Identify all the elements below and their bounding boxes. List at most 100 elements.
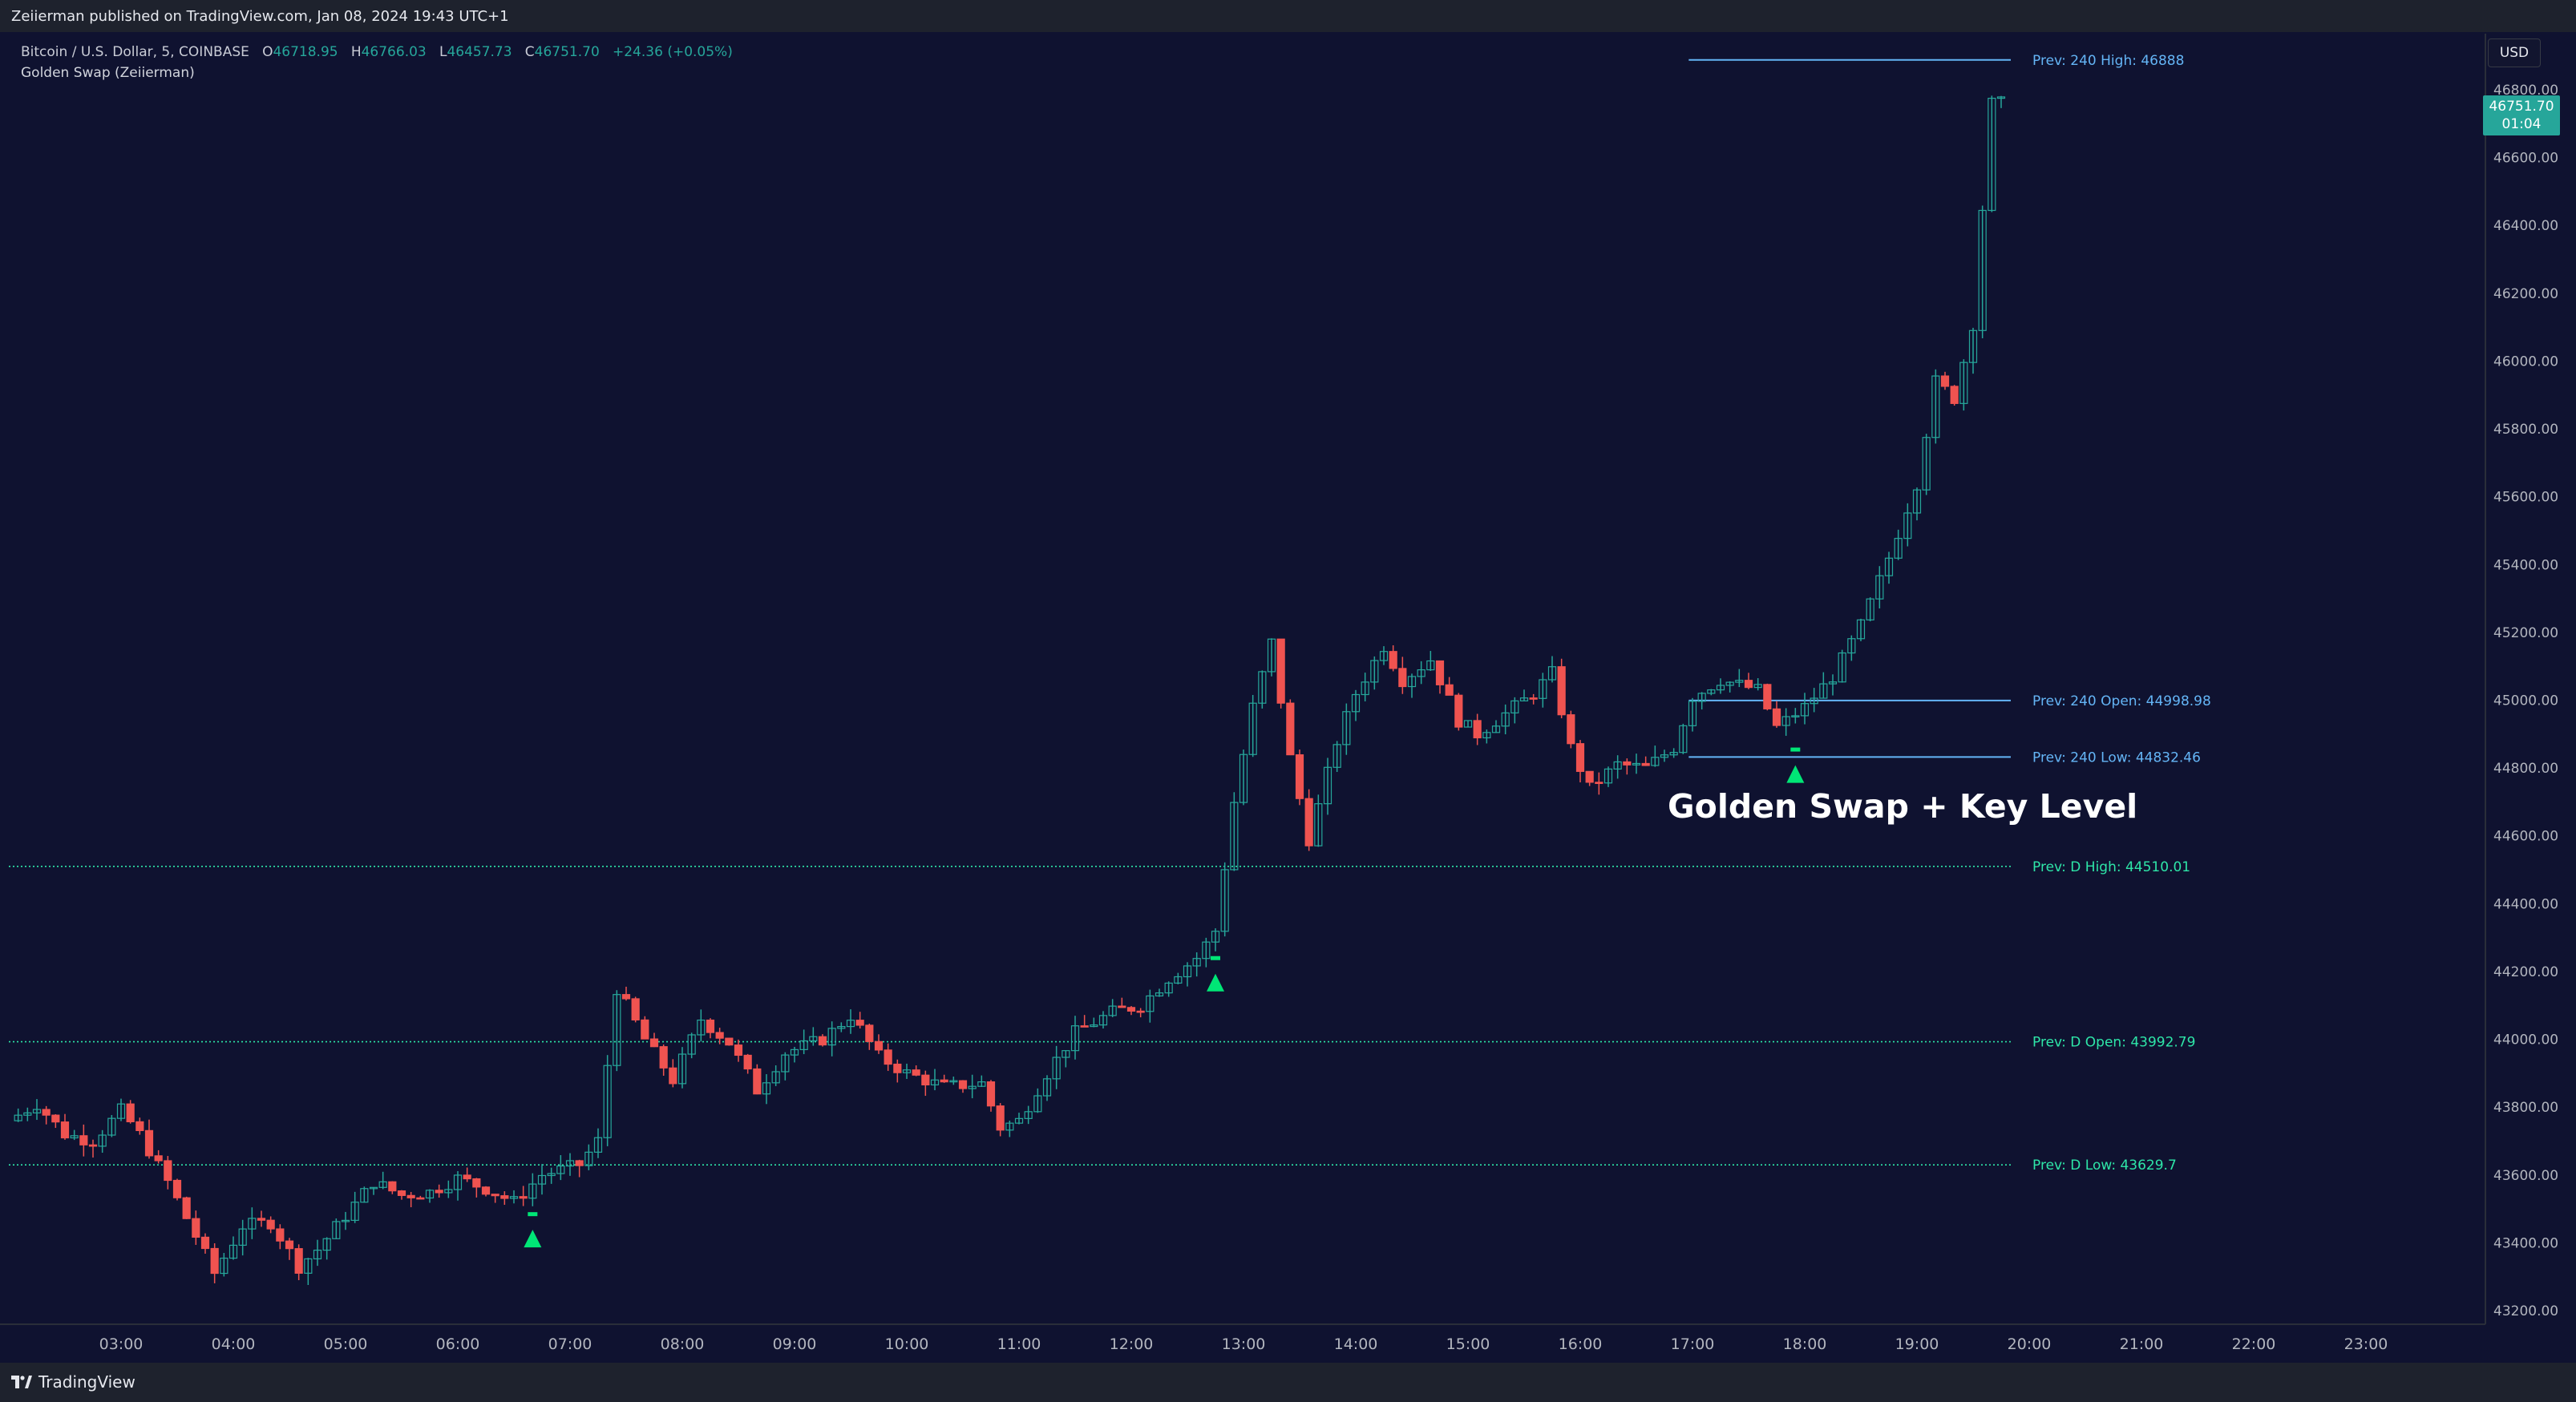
candle-body: [1931, 375, 1940, 438]
candle-body: [1669, 752, 1678, 756]
candle-body: [1033, 1095, 1042, 1113]
close-value: 46751.70: [534, 44, 600, 60]
candle-body: [1903, 512, 1912, 539]
key-level-label: Prev: D High: 44510.01: [2032, 859, 2190, 875]
candle-body: [1810, 697, 1818, 705]
price-tick-label: 46400.00: [2493, 218, 2558, 234]
candle-body: [369, 1186, 378, 1190]
candle-body: [481, 1186, 491, 1195]
candle-body: [1174, 976, 1183, 984]
price-axis[interactable]: 46800.00 46600.00 46400.00 46200.00 46000.00…: [2485, 34, 2558, 1324]
candle-body: [1613, 761, 1622, 770]
candle-body: [360, 1188, 369, 1203]
candle-body: [248, 1218, 257, 1230]
price-tick-label: 45400.00: [2493, 557, 2558, 573]
candle-body: [1753, 684, 1762, 689]
candle-body: [949, 1080, 958, 1083]
price-tick-label: 44000.00: [2493, 1032, 2558, 1048]
low-value: 46457.73: [447, 44, 512, 60]
signal-up-arrow: [1786, 765, 1805, 783]
candle-body: [472, 1178, 481, 1188]
chart-annotation: Golden Swap + Key Level: [1668, 787, 2138, 826]
time-tick-label: 10:00: [885, 1335, 929, 1353]
candle-body: [60, 1121, 70, 1139]
candle-body: [837, 1026, 846, 1029]
candle-body: [1539, 679, 1547, 699]
candle-body: [1118, 1005, 1126, 1008]
candle-body: [1258, 671, 1267, 704]
candle-body: [593, 1137, 603, 1153]
time-axis[interactable]: 03:00 04:00 05:00 06:00 07:00 08:00 09:00 10:00…: [0, 1323, 2485, 1353]
candle-body: [1950, 386, 1959, 404]
price-tick-label: 45600.00: [2493, 490, 2558, 506]
candle-body: [902, 1069, 912, 1073]
candle-body: [1603, 768, 1613, 784]
candle-body: [164, 1160, 172, 1182]
candle-body: [1454, 694, 1463, 728]
candle-body: [977, 1081, 986, 1087]
candle-body: [1276, 638, 1285, 704]
candle-body: [1314, 803, 1323, 846]
high-value: 46766.03: [361, 44, 427, 60]
candle-body: [1866, 598, 1874, 620]
signal-marker: [528, 1212, 538, 1217]
candle-body: [1856, 619, 1866, 640]
candle-body: [313, 1249, 322, 1260]
candle-body: [332, 1221, 341, 1239]
candle-body: [1295, 754, 1304, 799]
candle-body: [1267, 638, 1276, 673]
candle-body: [1567, 714, 1575, 745]
candle-body: [350, 1202, 359, 1221]
candle-body: [444, 1189, 453, 1194]
candle-body: [388, 1181, 397, 1192]
candle-body: [1211, 931, 1220, 943]
time-tick-label: 12:00: [1110, 1335, 1154, 1353]
candle-body: [1529, 697, 1538, 700]
tradingview-brand: TradingView: [38, 1372, 135, 1392]
candle-body: [1080, 1025, 1089, 1028]
candle-body: [1361, 681, 1369, 696]
candle-body: [921, 1074, 930, 1085]
tradingview-logo[interactable]: TradingView: [11, 1372, 135, 1392]
candle-body: [958, 1080, 968, 1089]
candle-body: [603, 1065, 612, 1138]
time-tick-label: 14:00: [1334, 1335, 1378, 1353]
candle-body: [425, 1190, 435, 1199]
candle-body: [565, 1160, 575, 1167]
candle-body: [537, 1174, 547, 1185]
candle-body: [1735, 680, 1744, 683]
price-tick-label: 45000.00: [2493, 693, 2558, 709]
time-tick-label: 13:00: [1222, 1335, 1266, 1353]
currency-button[interactable]: USD: [2488, 38, 2541, 67]
price-tick-label: 44800.00: [2493, 761, 2558, 777]
candle-body: [1062, 1050, 1070, 1058]
key-levels: Prev: 240 High: 46888 Prev: 240 Open: 449…: [9, 53, 2211, 1174]
candle-body: [397, 1190, 406, 1196]
candle-body: [1230, 802, 1239, 871]
signal-marker: [1790, 747, 1801, 752]
candles: [14, 95, 2006, 1286]
candle-body: [42, 1109, 51, 1116]
candle-body: [14, 1114, 22, 1121]
time-tick-label: 15:00: [1446, 1335, 1490, 1353]
key-level-label: Prev: 240 High: 46888: [2032, 53, 2184, 69]
candle-body: [32, 1109, 42, 1113]
candle-body: [1641, 762, 1650, 766]
candle-body: [1164, 982, 1173, 994]
candle-body: [463, 1174, 471, 1180]
signal-up-arrow: [524, 1230, 542, 1248]
chart-legend: Bitcoin / U.S. Dollar, 5, COINBASE O4671…: [21, 42, 733, 83]
candle-body: [1978, 209, 1987, 331]
candle-body: [771, 1071, 780, 1084]
candle-body: [1146, 995, 1155, 1012]
candle-body: [1342, 711, 1351, 745]
candle-body: [200, 1236, 210, 1250]
candle-body: [70, 1135, 79, 1139]
last-price-tag: 46751.70 01:04: [2483, 95, 2560, 135]
candle-body: [144, 1129, 154, 1157]
candle-body: [649, 1038, 659, 1048]
price-tick-label: 44200.00: [2493, 964, 2558, 980]
candle-body: [416, 1197, 425, 1200]
candle-body: [1716, 685, 1725, 691]
